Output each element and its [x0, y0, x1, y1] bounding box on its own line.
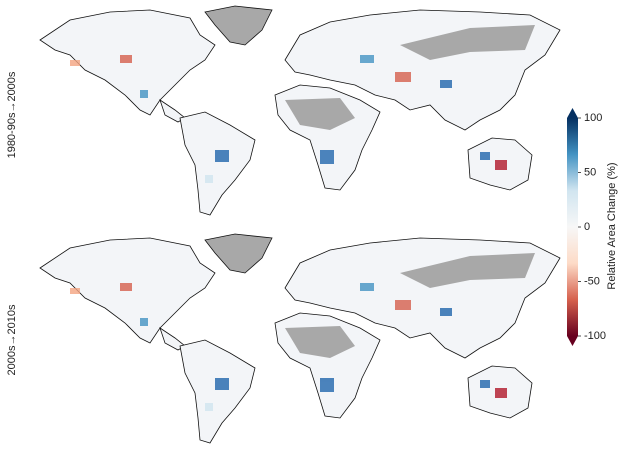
map-bottom [39, 233, 561, 444]
colorbar-tick-label: -100 [584, 330, 606, 342]
colorbar [567, 118, 578, 336]
colorbar-extend-bottom [567, 336, 578, 346]
colorbar-label: Relative Area Change (%) [606, 162, 618, 289]
colorbar-tick-label: 0 [584, 221, 590, 233]
row-label: 1980-90s→2000s [6, 71, 18, 158]
row-label: 2000s→2010s [6, 304, 18, 375]
colorbar-tick-label: -50 [584, 275, 600, 287]
colorbar-extend-top [567, 108, 578, 118]
colorbar-tick-label: 50 [584, 166, 596, 178]
colorbar-tick-label: 100 [584, 112, 602, 124]
map-top [39, 5, 561, 216]
